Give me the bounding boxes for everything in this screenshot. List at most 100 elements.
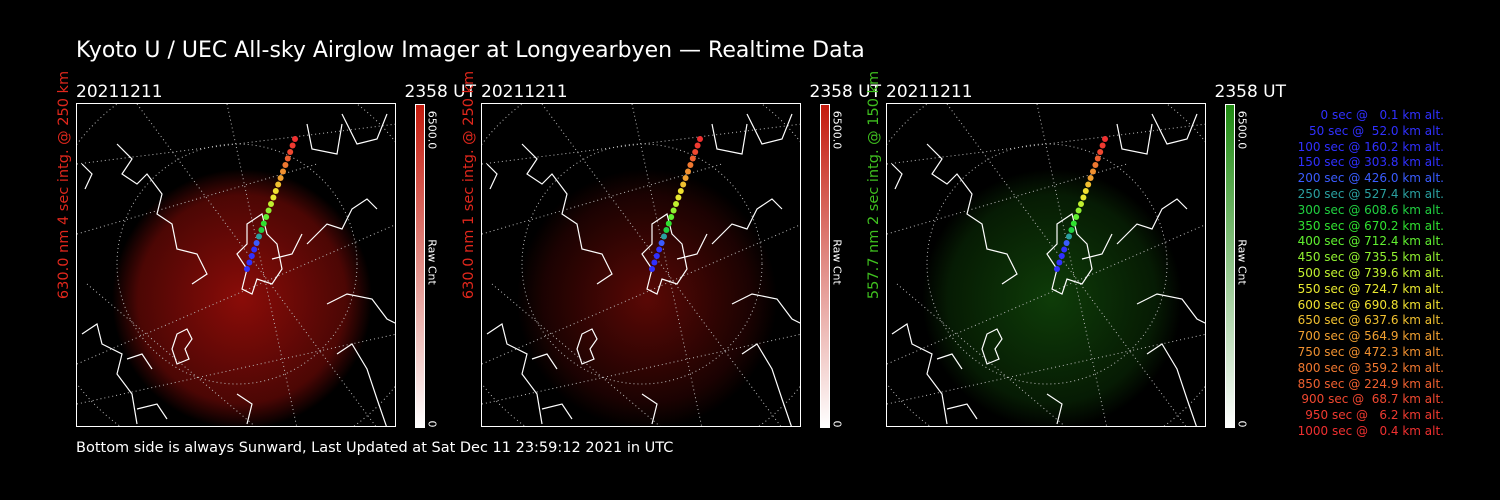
coastline <box>271 233 303 260</box>
airglow-image <box>922 169 1182 426</box>
colorbar-min-label: 0 <box>1235 420 1249 428</box>
trajectory-point <box>1090 168 1096 175</box>
coastline <box>981 328 1003 365</box>
trajectory-point <box>1087 175 1094 181</box>
coastline <box>81 323 138 425</box>
colorbar-unit-label: Raw Cnt <box>1235 239 1249 285</box>
coastline <box>541 403 573 420</box>
coastline <box>1046 393 1063 425</box>
legend-row: 1000 sec @ 0.4 km alt. <box>1297 423 1444 438</box>
coastline <box>891 163 903 190</box>
legend-row: 50 sec @ 52.0 km alt. <box>1309 123 1444 138</box>
panel-wavelength-label: 557.7 nm 2 sec intg. @ 150 km <box>866 70 882 300</box>
trajectory-point <box>656 246 663 253</box>
trajectory-point <box>289 142 296 149</box>
grid-arc <box>521 143 763 385</box>
trajectory-point <box>292 136 298 142</box>
trajectory-point <box>680 181 687 188</box>
legend-row: 550 sec @ 724.7 km alt. <box>1297 281 1444 296</box>
trajectory-point <box>1099 142 1106 149</box>
trajectory-point <box>685 168 691 175</box>
trajectory-point <box>260 220 267 227</box>
allsky-map <box>886 103 1206 427</box>
trajectory-point <box>277 175 284 181</box>
coastline <box>641 393 658 425</box>
colorbar-min-label: 0 <box>425 420 439 428</box>
colorbar-max-label: 6500.0 <box>425 110 439 150</box>
coastline <box>576 328 598 365</box>
colorbar-min-label: 0 <box>830 420 844 428</box>
colorbar <box>415 104 425 428</box>
trajectory-point <box>675 194 682 201</box>
legend-row: 200 sec @ 426.0 km alt. <box>1297 171 1444 186</box>
trajectory-point <box>1068 227 1075 233</box>
trajectory-point <box>275 181 282 188</box>
coastline <box>711 198 783 245</box>
panel-wavelength-label: 630.0 nm 4 sec intg. @ 250 km <box>56 70 72 300</box>
trajectory-point <box>1054 266 1060 272</box>
trajectory-point <box>248 253 255 259</box>
coastline <box>236 213 283 295</box>
legend-row: 700 sec @ 564.9 km alt. <box>1297 329 1444 344</box>
grid-line <box>541 104 782 426</box>
trajectory-point <box>694 142 701 149</box>
trajectory-point <box>670 207 677 214</box>
trajectory-point <box>1075 207 1082 214</box>
trajectory-point <box>246 259 253 266</box>
grid-line <box>887 333 1205 405</box>
coastline <box>486 323 543 425</box>
trajectory-point <box>1061 246 1068 253</box>
coastline <box>81 163 93 190</box>
colorbar-unit-label: Raw Cnt <box>830 239 844 285</box>
coastline <box>946 403 978 420</box>
coastline <box>676 233 708 260</box>
coastline <box>336 343 387 426</box>
grid-line <box>482 333 800 405</box>
trajectory-point <box>280 168 286 175</box>
colorbar <box>1225 104 1235 428</box>
coastline <box>1136 293 1205 324</box>
trajectory-point <box>270 194 277 201</box>
page-title: Kyoto U / UEC All-sky Airglow Imager at … <box>76 38 865 63</box>
coastline <box>1151 113 1198 145</box>
grid-line <box>887 163 1128 235</box>
trajectory-point <box>1094 155 1101 162</box>
grid-line <box>77 163 318 235</box>
legend-row: 650 sec @ 637.6 km alt. <box>1297 313 1444 328</box>
grid-line <box>226 104 298 426</box>
coastline <box>731 293 800 324</box>
trajectory-point <box>1092 162 1099 168</box>
coastline <box>891 323 948 425</box>
coastline <box>1116 123 1153 155</box>
trajectory-point <box>268 201 274 207</box>
trajectory-point <box>1070 220 1077 227</box>
imager-panel-557nm-2sec: 20211211 2358 UT <box>886 80 1286 430</box>
trajectory-point <box>658 240 665 246</box>
trajectory-point <box>251 246 258 253</box>
panel-time: 2358 UT <box>404 82 477 102</box>
trajectory-point <box>651 259 658 266</box>
legend-row: 250 sec @ 527.4 km alt. <box>1297 186 1444 201</box>
trajectory-point <box>284 155 291 162</box>
trajectory-point <box>687 162 694 168</box>
legend-row: 950 sec @ 6.2 km alt. <box>1305 408 1444 423</box>
trajectory-point <box>697 136 703 142</box>
trajectory-point <box>673 201 679 207</box>
trajectory-point <box>665 220 672 227</box>
grid-line <box>77 333 395 405</box>
grid-line <box>136 104 377 426</box>
legend-row: 150 sec @ 303.8 km alt. <box>1297 155 1444 170</box>
coastline <box>1081 233 1113 260</box>
legend-row: 900 sec @ 68.7 km alt. <box>1301 392 1444 407</box>
grid-arc <box>116 143 358 385</box>
trajectory-point <box>653 253 660 259</box>
trajectory-point <box>1056 259 1063 266</box>
trajectory-point <box>1078 201 1084 207</box>
panel-time: 2358 UT <box>809 82 882 102</box>
coastline <box>926 143 1018 285</box>
trajectory-point <box>661 233 667 240</box>
colorbar-unit-label: Raw Cnt <box>425 239 439 285</box>
legend-row: 500 sec @ 739.6 km alt. <box>1297 265 1444 280</box>
coastline <box>306 123 343 155</box>
trajectory-point <box>677 188 684 194</box>
